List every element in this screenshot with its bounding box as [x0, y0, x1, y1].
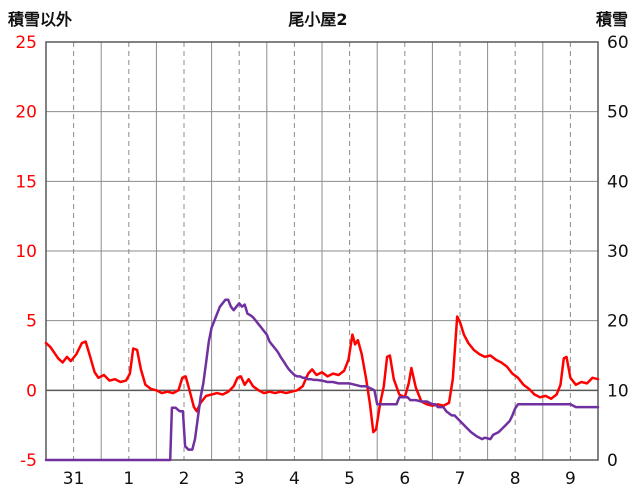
series-line-red — [44, 315, 600, 434]
right-axis-tick-label: 40 — [607, 172, 629, 192]
left-axis-tick-label: 20 — [15, 103, 37, 123]
plot-border — [45, 41, 599, 461]
x-axis-tick-label: 4 — [289, 469, 300, 489]
left-axis-tick-label: 5 — [26, 312, 37, 332]
x-axis-tick-label: 2 — [179, 469, 190, 489]
x-axis-tick-label: 1 — [123, 469, 134, 489]
right-axis-tick-label: 50 — [607, 103, 629, 123]
right-axis-tick-label: 20 — [607, 312, 629, 332]
x-axis-tick-label: 6 — [399, 469, 410, 489]
left-axis-tick-label: 0 — [26, 381, 37, 401]
right-axis-title: 積雪 — [595, 10, 628, 29]
x-axis-tick-label: 8 — [510, 469, 521, 489]
left-axis-tick-label: 25 — [15, 33, 37, 53]
right-axis-tick-label: 10 — [607, 381, 629, 401]
x-axis-tick-label: 9 — [565, 469, 576, 489]
chart-title: 尾小屋2 — [288, 10, 348, 29]
right-axis-tick-label: 60 — [607, 33, 629, 53]
left-axis-title: 積雪以外 — [8, 10, 73, 29]
x-axis-tick-label: 31 — [63, 469, 85, 489]
right-axis-tick-label: 30 — [607, 242, 629, 262]
left-axis-tick-label: 15 — [15, 172, 37, 192]
x-axis-tick-label: 7 — [455, 469, 466, 489]
right-axis-tick-label: 0 — [607, 451, 618, 471]
series-line-purple — [44, 298, 600, 462]
left-axis-tick-label: 10 — [15, 242, 37, 262]
x-axis-tick-label: 5 — [344, 469, 355, 489]
x-axis-tick-label: 3 — [234, 469, 245, 489]
left-axis-tick-label: -5 — [20, 451, 37, 471]
